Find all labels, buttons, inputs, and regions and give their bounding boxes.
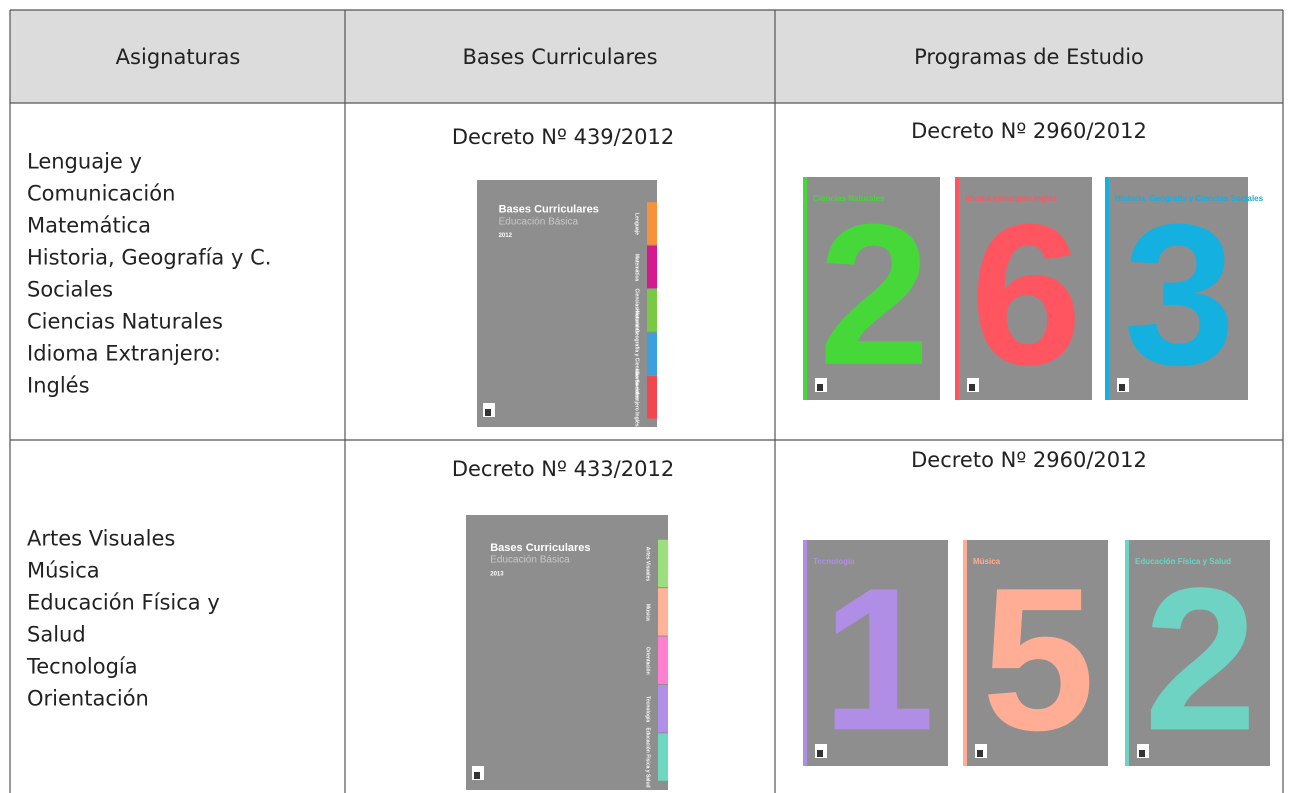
cover-tab-label: Orientación	[645, 647, 651, 675]
cover-title: Educación Física y Salud	[1135, 557, 1231, 566]
cover-tab	[658, 684, 668, 733]
cover-title: Ciencias Naturales	[813, 194, 885, 203]
column-header: Asignaturas	[116, 45, 241, 69]
cover-tab-label: Lenguaje	[634, 213, 640, 235]
cover-tab-label: Historia Geografía y Ciencias Sociales	[634, 309, 640, 400]
cover	[1105, 177, 1248, 400]
cover-number: 5	[982, 546, 1095, 773]
cover-tab-label: Ciencias Naturales	[634, 289, 640, 334]
cover-number: 1	[822, 546, 935, 773]
cover-tab-label: Matemática	[634, 254, 640, 281]
cover-number: 6	[970, 182, 1082, 407]
cover-tab	[647, 289, 657, 332]
logo-mark	[817, 750, 823, 757]
subject: Tecnología	[26, 655, 138, 679]
cover-year: 2012	[499, 233, 513, 239]
subject: Música	[27, 559, 100, 583]
cover-subtitle: Educación Básica	[490, 555, 570, 566]
subject: Ciencias Naturales	[27, 310, 223, 334]
subject: Idioma Extranjero:	[27, 342, 221, 366]
cover-stripe	[803, 540, 807, 766]
cover-tab-label: Tecnología	[645, 696, 651, 722]
subject: Artes Visuales	[27, 527, 175, 551]
cover	[963, 540, 1108, 766]
logo-mark	[1119, 384, 1125, 391]
cover-tab	[658, 636, 668, 684]
logo-mark	[977, 750, 983, 757]
logo-mark	[969, 384, 975, 391]
cover	[466, 515, 668, 790]
cover-stripe	[1125, 540, 1129, 766]
cover-stripe	[803, 177, 807, 400]
cover-stripe	[963, 540, 967, 766]
subject: Educación Física y	[27, 591, 220, 615]
column-header: Programas de Estudio	[914, 45, 1144, 69]
cover-tab	[658, 733, 668, 781]
cover-tab	[658, 539, 668, 588]
cover-number: 2	[1144, 546, 1257, 773]
logo-mark	[1139, 750, 1145, 757]
cover-subtitle: Educación Básica	[499, 216, 579, 227]
cover	[803, 177, 940, 400]
cover	[477, 180, 657, 427]
cover-tab	[647, 376, 657, 419]
cover-number: 2	[818, 182, 930, 407]
cover-tab-label: Educación Física y Salud	[645, 728, 651, 788]
cover-tab	[658, 588, 668, 636]
subject: Inglés	[27, 374, 90, 398]
cover-number: 3	[1124, 182, 1236, 407]
logo-mark	[817, 384, 823, 391]
decree: Decreto Nº 439/2012	[452, 125, 674, 149]
subject: Matemática	[27, 214, 151, 238]
cover	[1125, 540, 1270, 766]
cover	[803, 540, 948, 766]
decree: Decreto Nº 2960/2012	[911, 119, 1147, 143]
decree: Decreto Nº 2960/2012	[911, 448, 1147, 472]
header-background	[10, 10, 1283, 103]
subject: Salud	[27, 623, 86, 647]
cover-tab-label: Idioma extranjero Inglés	[634, 369, 640, 427]
logo-mark	[474, 772, 480, 779]
subject: Comunicación	[27, 182, 175, 206]
cover-title: Historia, Geografía y Ciencias Sociales	[1115, 194, 1264, 203]
subject: Orientación	[27, 687, 149, 711]
cover-title: Bases Curriculares	[490, 542, 590, 554]
cover	[955, 177, 1092, 400]
cover-title: Idioma extranjero Inglés	[965, 194, 1058, 203]
subject: Lenguaje y	[27, 150, 142, 174]
cover-title: Tecnología	[813, 557, 855, 566]
cover-tab	[647, 332, 657, 376]
cover-tab	[647, 202, 657, 245]
cover-year: 2013	[490, 572, 504, 578]
subject: Historia, Geografía y C.	[27, 246, 271, 270]
column-header: Bases Curriculares	[462, 45, 657, 69]
cover-title: Bases Curriculares	[499, 204, 599, 216]
subject: Sociales	[27, 278, 113, 302]
logo-mark	[485, 409, 491, 416]
cover-stripe	[1105, 177, 1109, 400]
decree: Decreto Nº 433/2012	[452, 457, 674, 481]
cover-tab-label: Música	[645, 604, 651, 621]
table-grid	[9, 9, 1284, 793]
cover-tab-label: Artes Visuales	[645, 547, 651, 582]
cover-title: Música	[973, 557, 1001, 566]
cover-stripe	[955, 177, 959, 400]
cover-tab	[647, 245, 657, 289]
